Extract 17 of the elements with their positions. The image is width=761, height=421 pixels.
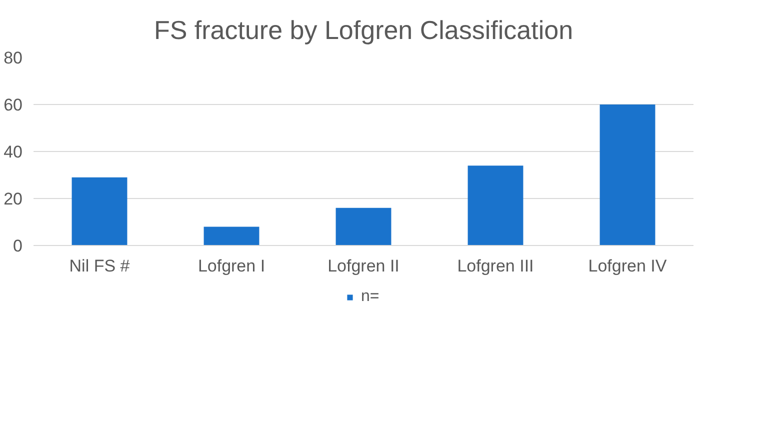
x-tick-label: Lofgren II (328, 256, 400, 276)
bar (72, 177, 128, 246)
y-tick-label: 40 (4, 142, 23, 162)
bar (336, 208, 392, 246)
bar (468, 166, 524, 246)
bar (600, 104, 656, 246)
y-tick-label: 20 (4, 190, 23, 208)
bar (204, 226, 260, 246)
legend-label: n= (361, 288, 380, 306)
x-tick-label: Lofgren III (457, 256, 534, 276)
chart-title: FS fracture by Lofgren Classification (154, 15, 574, 45)
x-tick-label: Lofgren IV (588, 256, 668, 276)
y-tick-label: 60 (4, 96, 23, 114)
x-tick-label: Lofgren I (198, 256, 266, 276)
y-tick-label: 0 (13, 236, 23, 256)
y-tick-label: 80 (4, 48, 23, 68)
x-tick-label: Nil FS # (69, 256, 130, 276)
